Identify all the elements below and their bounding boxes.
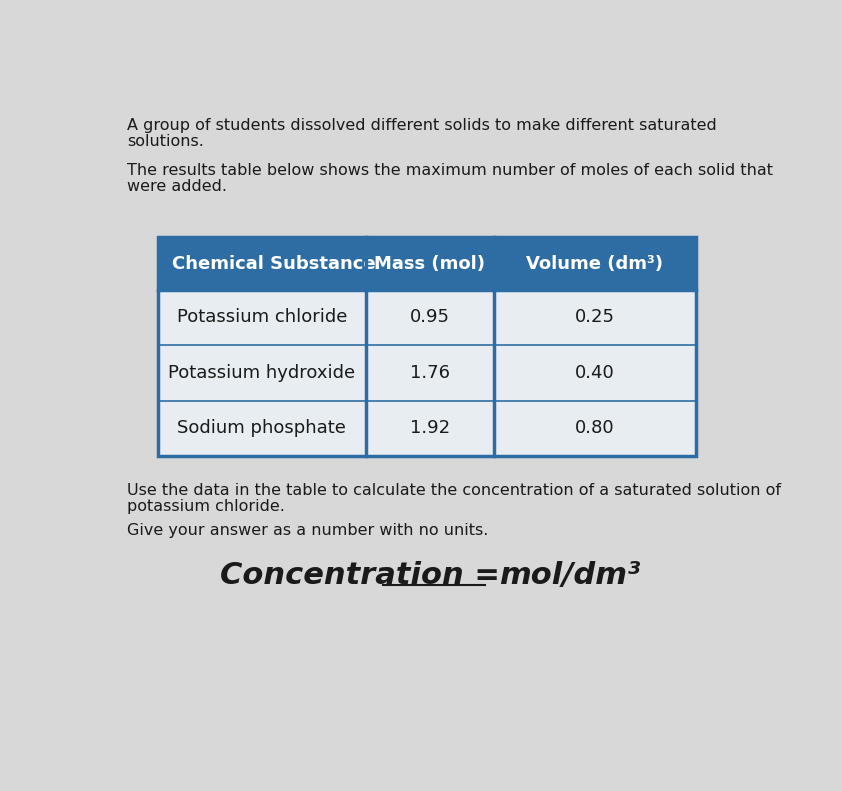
Text: Sodium phosphate: Sodium phosphate <box>178 419 346 437</box>
Text: Give your answer as a number with no units.: Give your answer as a number with no uni… <box>127 523 488 538</box>
Text: Potassium chloride: Potassium chloride <box>177 308 347 327</box>
Text: 0.95: 0.95 <box>409 308 450 327</box>
Text: A group of students dissolved different solids to make different saturated: A group of students dissolved different … <box>127 118 717 133</box>
Bar <box>158 400 695 456</box>
Bar <box>158 345 695 400</box>
Bar <box>158 237 695 290</box>
Text: 1.76: 1.76 <box>409 364 450 382</box>
Text: mol/dm³: mol/dm³ <box>499 561 640 590</box>
Bar <box>158 290 695 345</box>
Text: were added.: were added. <box>127 179 227 194</box>
Text: 1.92: 1.92 <box>409 419 450 437</box>
Text: Use the data in the table to calculate the concentration of a saturated solution: Use the data in the table to calculate t… <box>127 483 781 498</box>
Text: 0.25: 0.25 <box>574 308 615 327</box>
Text: Potassium hydroxide: Potassium hydroxide <box>168 364 355 382</box>
Bar <box>158 237 695 456</box>
Text: The results table below shows the maximum number of moles of each solid that: The results table below shows the maximu… <box>127 163 773 178</box>
Text: Concentration =: Concentration = <box>220 561 500 590</box>
Text: solutions.: solutions. <box>127 134 204 149</box>
Text: Mass (mol): Mass (mol) <box>374 255 485 273</box>
Text: potassium chloride.: potassium chloride. <box>127 499 285 514</box>
Text: Chemical Substance: Chemical Substance <box>172 255 376 273</box>
Text: Volume (dm³): Volume (dm³) <box>526 255 663 273</box>
Text: 0.80: 0.80 <box>575 419 615 437</box>
Text: 0.40: 0.40 <box>575 364 615 382</box>
